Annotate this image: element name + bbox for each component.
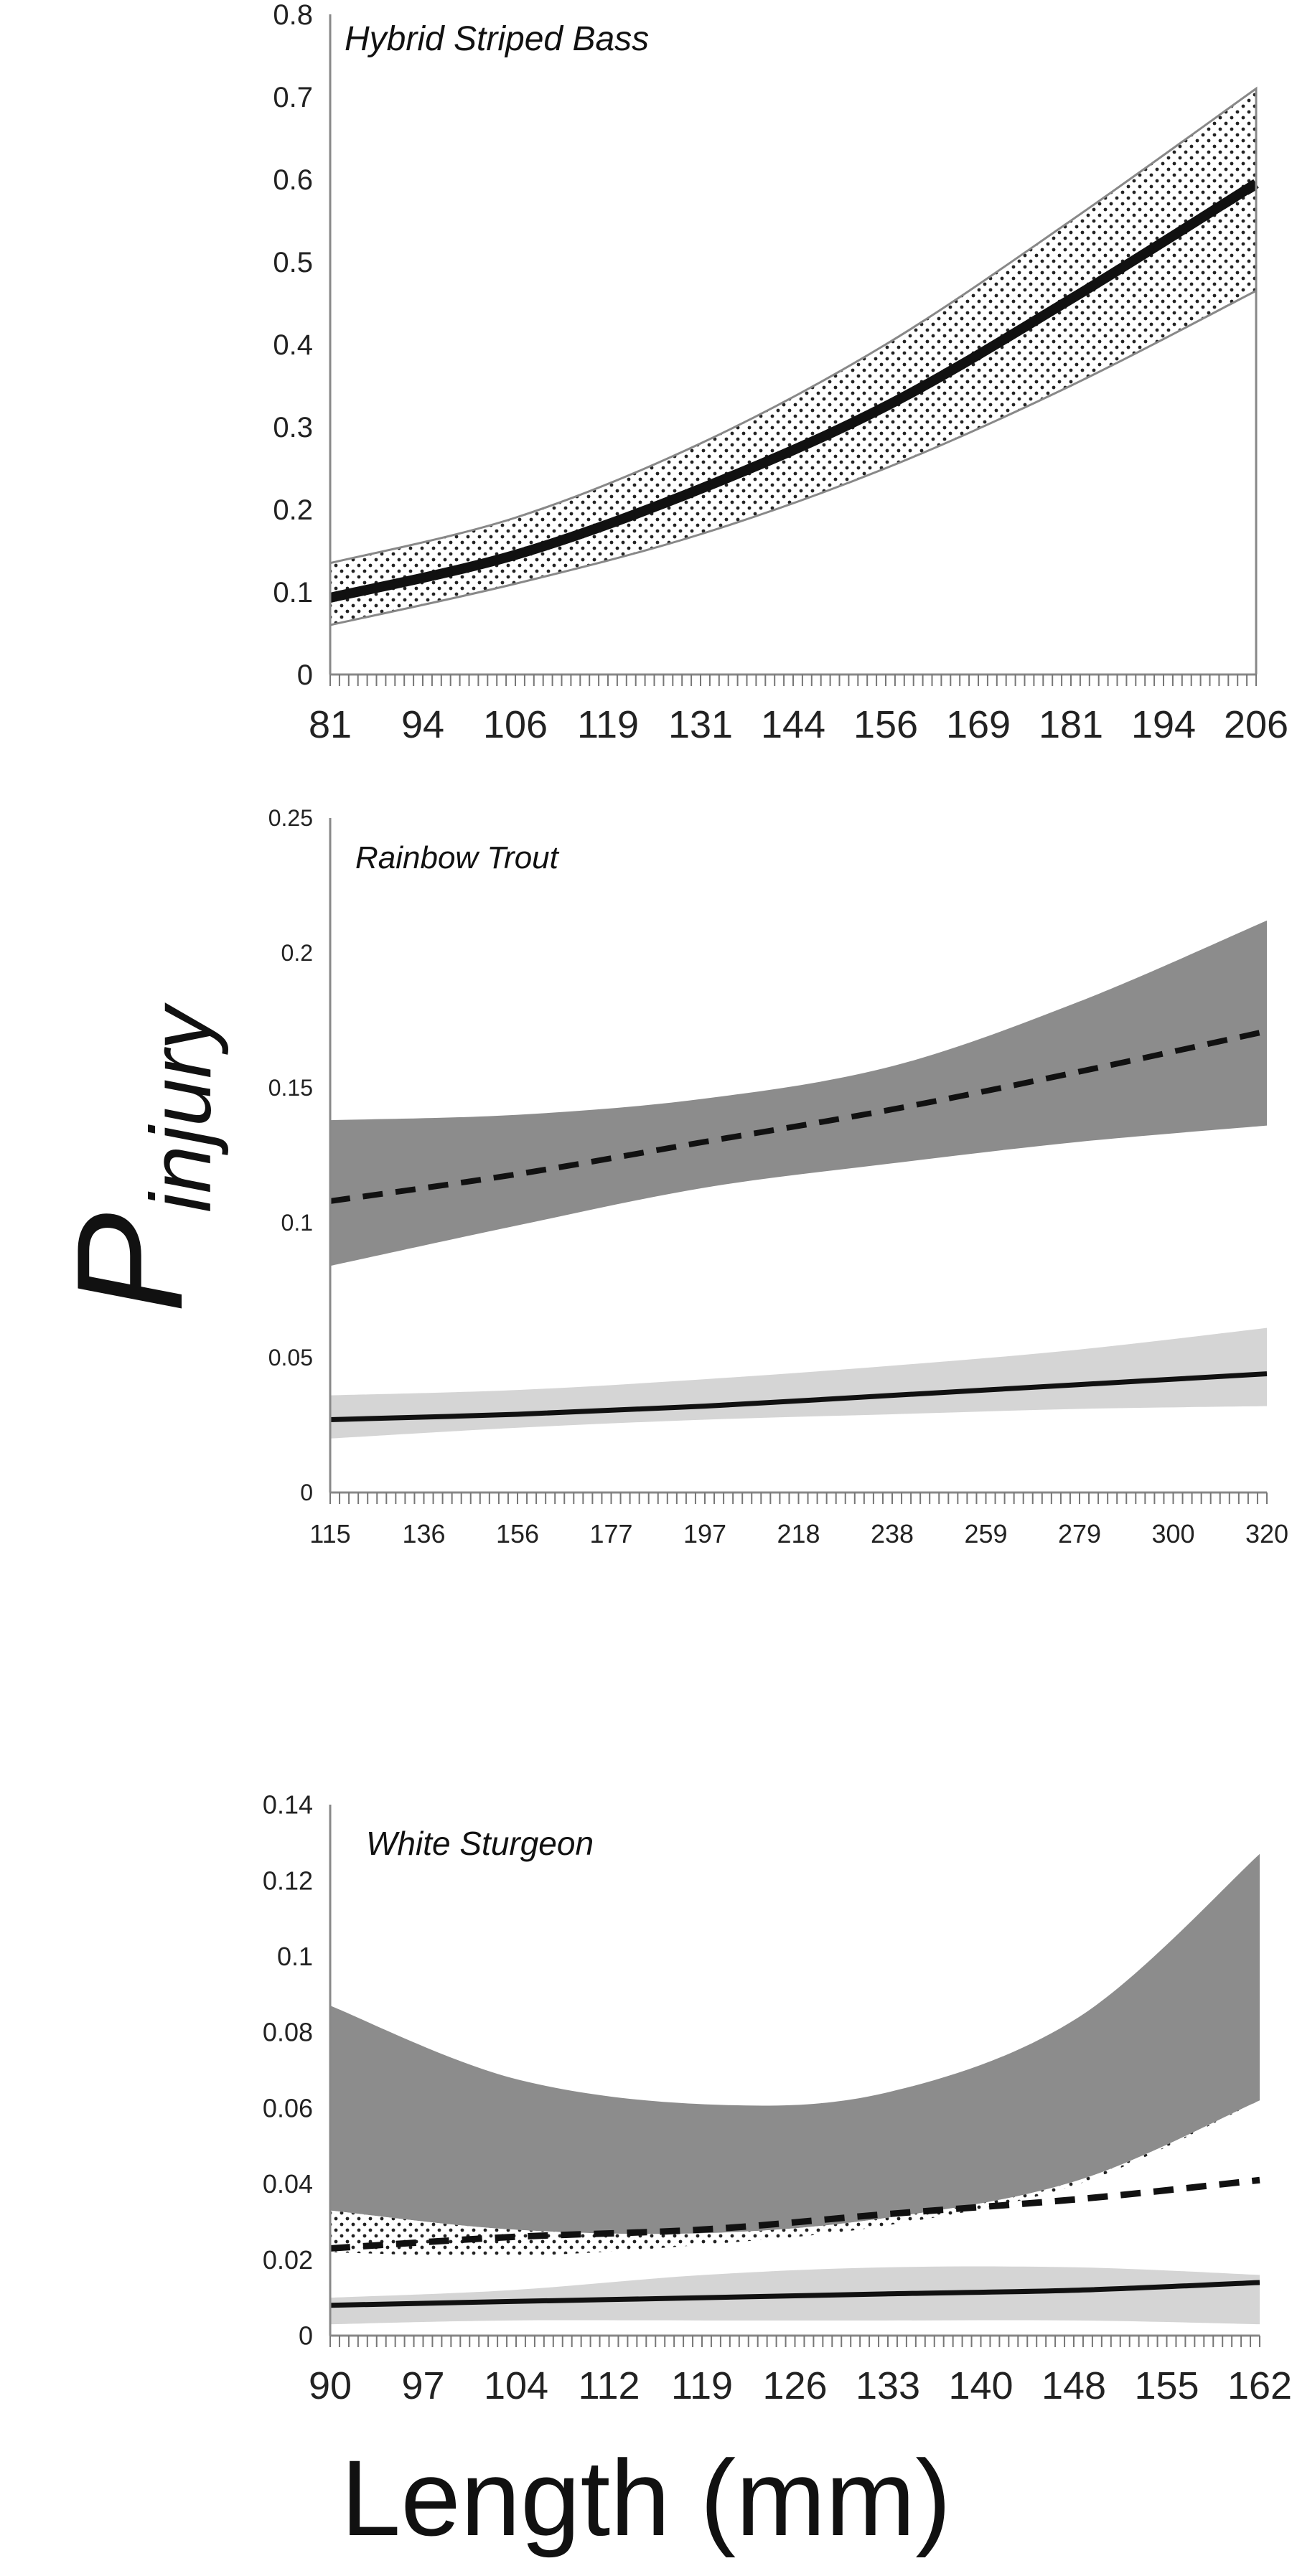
x-tick-label: 194 (1131, 703, 1196, 746)
y-tick-label: 0.1 (273, 577, 313, 608)
y-tick-label: 0 (300, 1480, 313, 1505)
x-tick-label: 218 (777, 1519, 820, 1548)
confidence-band (330, 920, 1267, 1266)
y-tick-label: 0.5 (273, 247, 313, 278)
x-tick-label: 238 (871, 1519, 914, 1548)
x-tick-label: 156 (853, 703, 918, 746)
x-tick-label: 106 (483, 703, 548, 746)
x-tick-label: 162 (1227, 2364, 1292, 2407)
x-tick-label: 259 (964, 1519, 1007, 1548)
x-tick-label: 112 (578, 2364, 640, 2407)
x-tick-label: 115 (309, 1519, 350, 1548)
confidence-band (329, 86, 1258, 626)
y-tick-label: 0.8 (273, 0, 313, 31)
x-tick-label: 177 (589, 1519, 632, 1548)
x-tick-label: 144 (761, 703, 825, 746)
x-tick-label: 169 (946, 703, 1011, 746)
x-tick-label: 300 (1151, 1519, 1194, 1548)
x-tick-label: 136 (402, 1519, 445, 1548)
x-tick-label: 148 (1041, 2364, 1106, 2407)
y-tick-label: 0 (299, 2321, 313, 2351)
panel-rainbow-trout: 0 0.05 0.1 0.15 0.2 0.25 115 136 156 177 197 218 238… (268, 805, 1288, 1548)
series-line (329, 2176, 1260, 2252)
y-tick-label: 0.14 (263, 1790, 313, 1820)
x-tick-label: 133 (856, 2364, 920, 2407)
y-tick-label: 0.15 (268, 1075, 313, 1101)
confidence-band (330, 1853, 1260, 2234)
y-axis-title: Pinjury (0, 883, 229, 1313)
x-tick-label: 156 (496, 1519, 539, 1548)
series-line (329, 1028, 1268, 1204)
x-tick-label: 181 (1039, 703, 1103, 746)
panel-title: Rainbow Trout (355, 840, 560, 875)
y-tick-label: 0.06 (263, 2093, 313, 2123)
y-axis-title-sub: injury (133, 1007, 229, 1213)
x-tick-label: 155 (1134, 2364, 1199, 2407)
panel-white-sturgeon: 0 0.02 0.04 0.06 0.08 0.1 0.12 0.14 90 97 104 112 11… (263, 1790, 1292, 2407)
y-tick-label: 0.2 (273, 494, 313, 526)
y-tick-label: 0.2 (281, 940, 313, 966)
y-tick-label: 0.3 (273, 412, 313, 443)
y-tick-label: 0.1 (277, 1942, 313, 1971)
x-tick-label: 94 (401, 703, 444, 746)
y-tick-label: 0 (297, 659, 313, 691)
y-tick-label: 0.04 (263, 2169, 313, 2199)
x-tick-label: 81 (309, 703, 352, 746)
y-tick-label: 0.6 (273, 164, 313, 196)
y-tick-label: 0.12 (263, 1866, 313, 1895)
x-tick-label: 320 (1245, 1519, 1288, 1548)
panel-title: White Sturgeon (366, 1825, 594, 1862)
y-tick-label: 0.02 (263, 2245, 313, 2275)
x-tick-label: 119 (671, 2364, 733, 2407)
y-tick-label: 0.7 (273, 82, 313, 113)
panel-hybrid-striped-bass: 0 0.1 0.2 0.3 0.4 0.5 0.6 0.7 0.8 81 94 106 119 131 14… (273, 0, 1288, 746)
x-tick-label: 140 (948, 2364, 1013, 2407)
series-line (329, 2280, 1260, 2308)
series-line (329, 185, 1258, 600)
x-tick-label: 119 (577, 703, 639, 746)
confidence-band (330, 2100, 1260, 2257)
x-tick-label: 90 (309, 2364, 352, 2407)
panel-title: Hybrid Striped Bass (345, 20, 649, 58)
x-tick-label: 97 (401, 2364, 444, 2407)
y-axis-title-main: P (45, 1212, 214, 1313)
x-tick-label: 104 (484, 2364, 548, 2407)
x-tick-label: 206 (1224, 703, 1288, 746)
x-tick-label: 279 (1058, 1519, 1101, 1548)
x-tick-label: 131 (668, 703, 733, 746)
y-tick-label: 0.05 (268, 1345, 313, 1371)
y-tick-label: 0.1 (281, 1210, 313, 1236)
x-axis-title: Length (mm) (340, 2438, 952, 2558)
x-tick-label: 126 (762, 2364, 827, 2407)
y-tick-label: 0.4 (273, 329, 313, 361)
y-tick-label: 0.08 (263, 2018, 313, 2047)
y-tick-label: 0.25 (268, 805, 313, 831)
series-line (329, 1371, 1268, 1422)
x-tick-label: 197 (683, 1519, 726, 1548)
